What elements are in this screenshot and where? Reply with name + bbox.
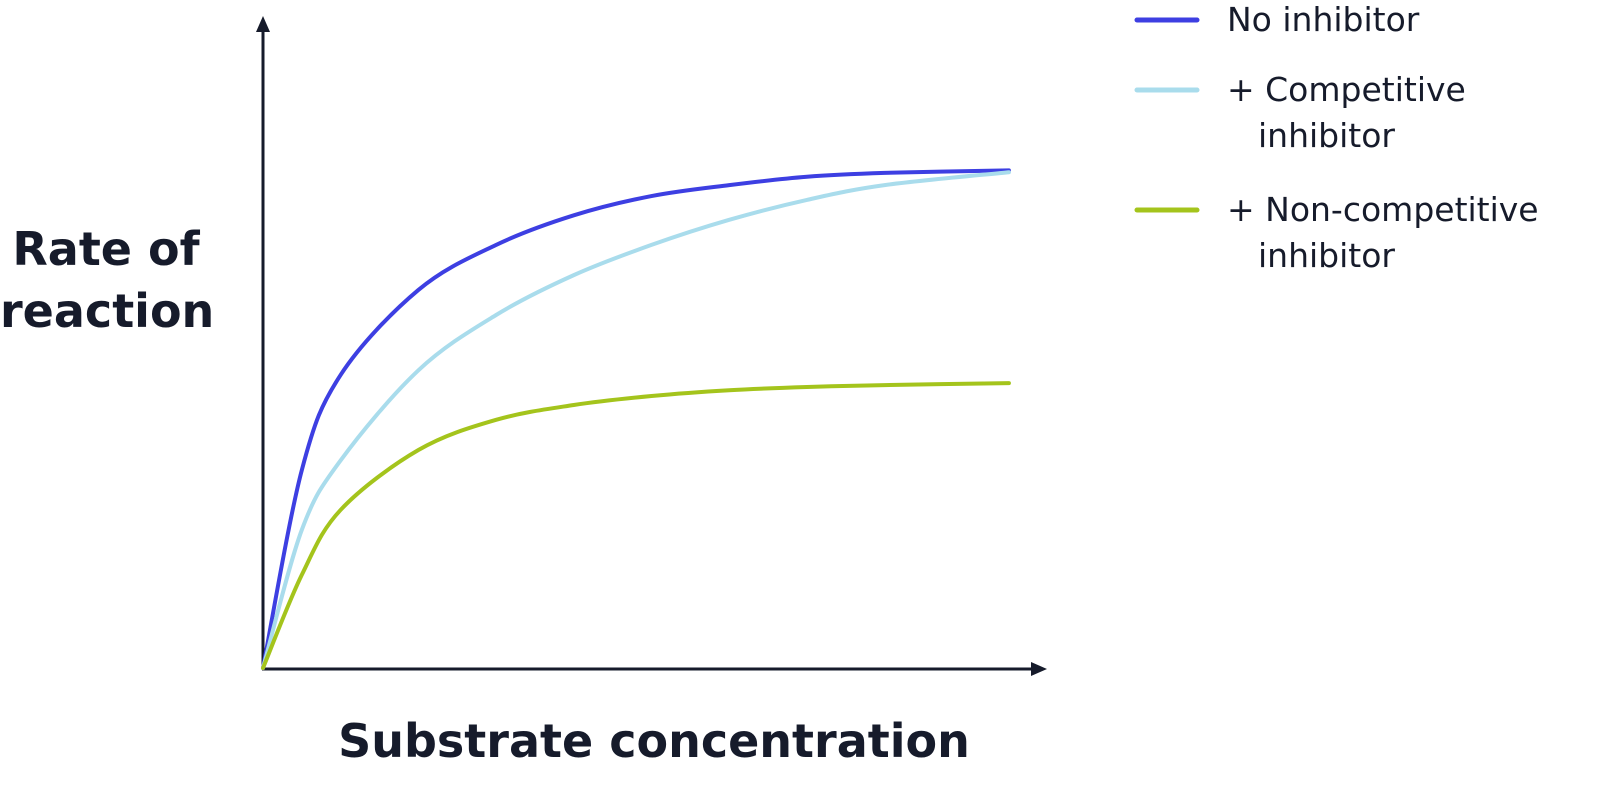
y-axis-title: Rate of reaction bbox=[0, 222, 215, 338]
x-axis-title: Substrate concentration bbox=[338, 714, 970, 768]
legend-label: + Non-competitive inhibitor bbox=[1227, 190, 1539, 275]
x-axis-arrow bbox=[1031, 662, 1047, 676]
series-line bbox=[261, 168, 1011, 670]
legend-label: No inhibitor bbox=[1227, 0, 1420, 39]
series-line bbox=[261, 381, 1011, 670]
y-axis-arrow bbox=[256, 16, 270, 32]
legend-label: + Competitive inhibitor bbox=[1227, 70, 1466, 155]
series-line bbox=[261, 170, 1011, 670]
